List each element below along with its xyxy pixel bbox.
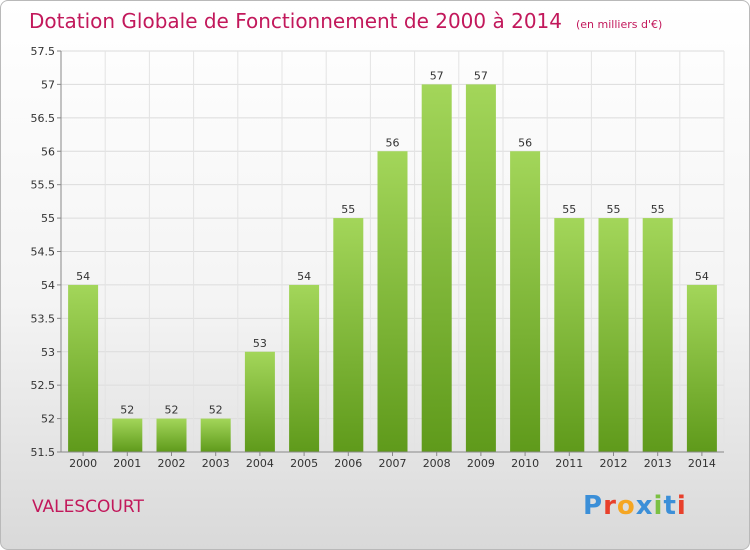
chart-title: Dotation Globale de Fonctionnement de 20…: [29, 9, 662, 33]
x-tick-label: 2007: [379, 457, 407, 470]
chart-subtitle: (en milliers d'€): [576, 18, 663, 31]
y-tick-label: 52.5: [31, 379, 56, 392]
bar: [289, 284, 320, 452]
data-label: 57: [430, 69, 444, 82]
data-label: 54: [695, 270, 709, 283]
logo-letter: i: [653, 491, 664, 521]
x-tick-label: 2011: [555, 457, 583, 470]
logo-letter: P: [583, 491, 604, 521]
data-label: 55: [607, 203, 621, 216]
data-label: 55: [562, 203, 576, 216]
data-label: 52: [120, 404, 134, 417]
data-label: 55: [651, 203, 665, 216]
axes: 51.5 52 52.5 53 53.5 54 54.5 55 55.5 56 56.5 57 57.5…: [31, 45, 724, 470]
bar: [377, 151, 408, 452]
y-tick-label: 57.5: [31, 45, 56, 58]
y-tick-label: 56.5: [31, 112, 56, 125]
bar: [554, 218, 585, 452]
data-label: 57: [474, 69, 488, 82]
bar: [244, 351, 275, 452]
x-tick-label: 2009: [467, 457, 495, 470]
x-tick-label: 2013: [644, 457, 672, 470]
data-label: 55: [341, 203, 355, 216]
logo-letter: t: [663, 491, 677, 521]
data-label: 52: [165, 404, 179, 417]
bar: [200, 418, 231, 452]
y-tick-label: 54: [41, 279, 55, 292]
x-tick-label: 2000: [69, 457, 97, 470]
logo-letter: i: [676, 491, 687, 521]
y-tick-label: 52: [41, 413, 55, 426]
logo-letter: x: [635, 491, 654, 521]
x-tick-label: 2001: [113, 457, 141, 470]
x-tick-label: 2014: [688, 457, 716, 470]
commune-name: VALESCOURT: [32, 497, 144, 517]
logo-letter: o: [616, 491, 636, 521]
y-tick-label: 55: [41, 212, 55, 225]
logo-letter: r: [603, 491, 617, 521]
data-label: 53: [253, 337, 267, 350]
y-tick-label: 55.5: [31, 179, 56, 192]
y-tick-label: 53: [41, 346, 55, 359]
x-tick-label: 2005: [290, 457, 318, 470]
bar: [510, 151, 541, 452]
bar: [686, 284, 717, 452]
data-label: 54: [76, 270, 90, 283]
bar: [598, 218, 629, 452]
x-tick-label: 2008: [423, 457, 451, 470]
chart-title-text: Dotation Globale de Fonctionnement de 20…: [29, 9, 562, 33]
y-tick-label: 56: [41, 145, 55, 158]
bar: [156, 418, 187, 452]
bar: [68, 284, 99, 452]
x-tick-label: 2003: [202, 457, 230, 470]
bars: 54 52 52 52 53 54 55 56 57 57 56 55 55 55 54: [68, 69, 717, 453]
x-tick-label: 2012: [600, 457, 628, 470]
y-tick-label: 54.5: [31, 246, 56, 259]
bar: [112, 418, 143, 452]
data-label: 56: [386, 136, 400, 149]
bar: [421, 84, 452, 453]
data-label: 54: [297, 270, 311, 283]
x-tick-label: 2002: [158, 457, 186, 470]
bar: [465, 84, 496, 453]
data-label: 52: [209, 404, 223, 417]
y-tick-label: 57: [41, 78, 55, 91]
data-label: 56: [518, 136, 532, 149]
x-tick-label: 2006: [334, 457, 362, 470]
bar: [333, 218, 364, 452]
y-tick-label: 53.5: [31, 312, 56, 325]
x-tick-label: 2010: [511, 457, 539, 470]
x-tick-label: 2004: [246, 457, 274, 470]
proxiti-logo: Proxiti: [583, 491, 687, 521]
bar: [642, 218, 673, 452]
y-tick-label: 51.5: [31, 446, 56, 459]
